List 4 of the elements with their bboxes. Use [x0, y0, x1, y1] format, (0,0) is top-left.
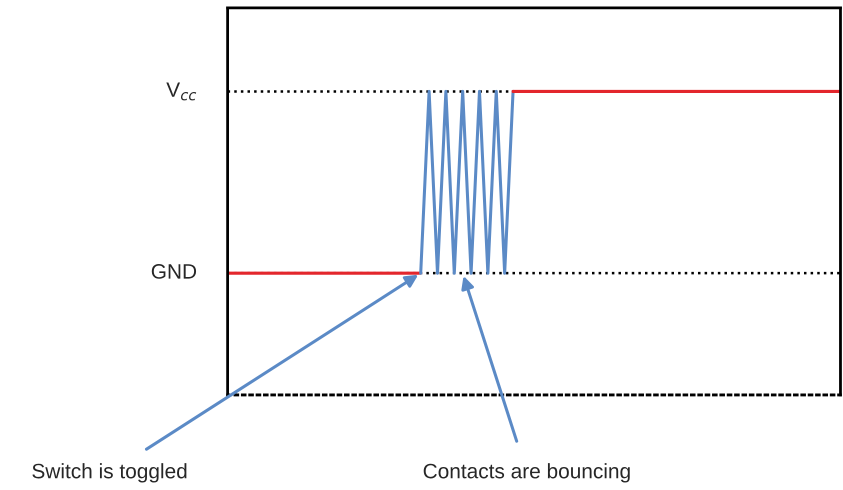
text: Contacts are bouncing — [424, 463, 630, 483]
ref-line-label: GND — [152, 264, 196, 279]
ref-line-label: V$_{cc}$ — [166, 82, 196, 100]
text: Switch is toggled — [32, 463, 186, 483]
